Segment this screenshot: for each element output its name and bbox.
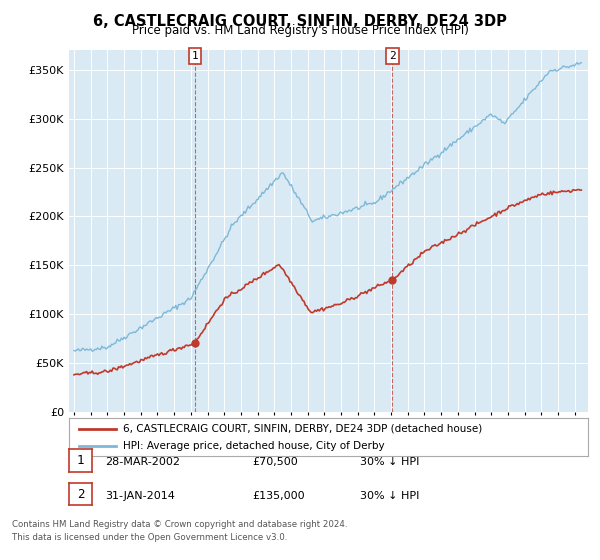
Text: 2: 2 [77,488,84,501]
Text: 2: 2 [389,51,396,61]
Text: £135,000: £135,000 [252,491,305,501]
Text: Price paid vs. HM Land Registry's House Price Index (HPI): Price paid vs. HM Land Registry's House … [131,24,469,37]
Text: 30% ↓ HPI: 30% ↓ HPI [360,457,419,467]
Text: 6, CASTLECRAIG COURT, SINFIN, DERBY, DE24 3DP (detached house): 6, CASTLECRAIG COURT, SINFIN, DERBY, DE2… [124,424,483,434]
Text: Contains HM Land Registry data © Crown copyright and database right 2024.: Contains HM Land Registry data © Crown c… [12,520,347,529]
Text: 28-MAR-2002: 28-MAR-2002 [105,457,180,467]
Text: £70,500: £70,500 [252,457,298,467]
Text: HPI: Average price, detached house, City of Derby: HPI: Average price, detached house, City… [124,441,385,451]
Text: 1: 1 [77,454,84,467]
Text: 1: 1 [191,51,198,61]
Text: 30% ↓ HPI: 30% ↓ HPI [360,491,419,501]
Text: 6, CASTLECRAIG COURT, SINFIN, DERBY, DE24 3DP: 6, CASTLECRAIG COURT, SINFIN, DERBY, DE2… [93,14,507,29]
Text: This data is licensed under the Open Government Licence v3.0.: This data is licensed under the Open Gov… [12,533,287,542]
Text: 31-JAN-2014: 31-JAN-2014 [105,491,175,501]
